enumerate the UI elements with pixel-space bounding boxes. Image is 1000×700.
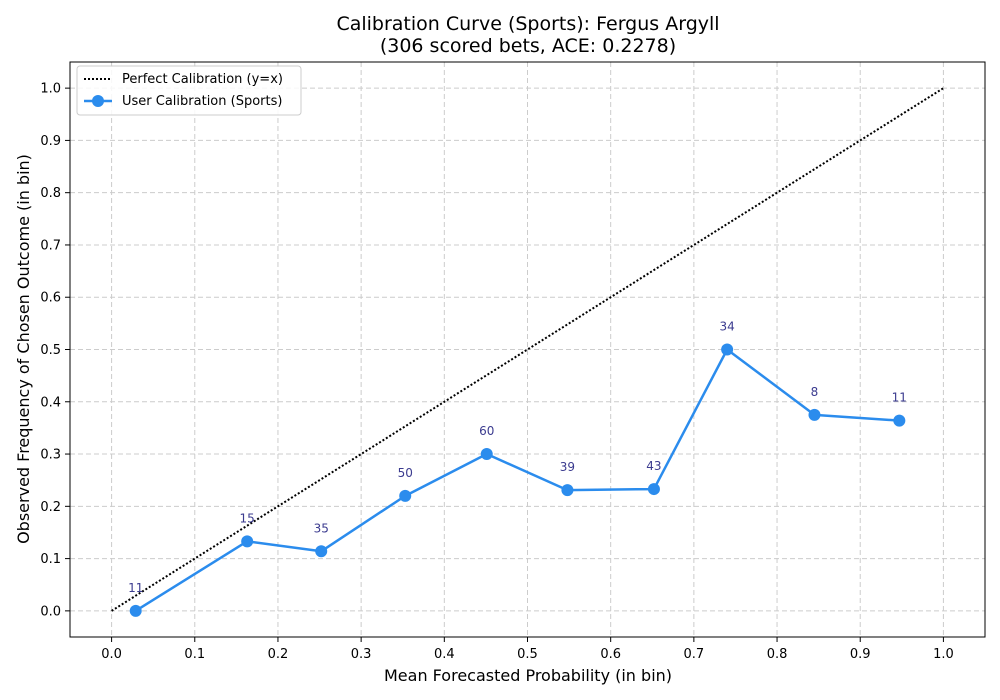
x-tick-label: 0.4 bbox=[434, 647, 455, 662]
y-tick-label: 0.8 bbox=[40, 186, 61, 201]
x-tick-label: 0.2 bbox=[268, 647, 289, 662]
bin-count-label: 15 bbox=[240, 511, 255, 525]
legend-box bbox=[76, 65, 302, 116]
calibration-point bbox=[561, 484, 574, 497]
y-tick-label: 0.1 bbox=[40, 552, 61, 567]
y-axis-label: Observed Frequency of Chosen Outcome (in… bbox=[14, 154, 33, 544]
x-tick-label: 0.1 bbox=[184, 647, 205, 662]
x-tick-label: 0.6 bbox=[600, 647, 621, 662]
chart-subtitle: (306 scored bets, ACE: 0.2278) bbox=[380, 35, 676, 57]
x-tick-label: 0.0 bbox=[101, 647, 122, 662]
calibration-point bbox=[893, 414, 906, 427]
axis-ticks: 0.0 0.1 0.2 0.3 0.4 0.5 0.6 0.7 0.8 0.9 1.0 0.0 0.1 0… bbox=[40, 82, 953, 662]
legend-perfect-label: Perfect Calibration (y=x) bbox=[122, 72, 283, 87]
y-tick-label: 0.4 bbox=[40, 395, 61, 410]
calibration-point bbox=[241, 535, 254, 548]
y-tick-label: 0.2 bbox=[40, 500, 61, 515]
x-axis-label: Mean Forecasted Probability (in bin) bbox=[384, 666, 672, 685]
calibration-point bbox=[721, 343, 734, 356]
y-tick-label: 0.7 bbox=[40, 238, 61, 253]
x-tick-label: 0.8 bbox=[767, 647, 788, 662]
legend-user-label: User Calibration (Sports) bbox=[122, 94, 282, 109]
calibration-point bbox=[399, 489, 412, 502]
calibration-point bbox=[647, 483, 660, 496]
calibration-point bbox=[129, 604, 142, 617]
calibration-point bbox=[808, 408, 821, 421]
bin-count-label: 60 bbox=[479, 424, 494, 438]
bin-count-label: 11 bbox=[892, 391, 907, 405]
y-tick-label: 0.9 bbox=[40, 134, 61, 149]
bin-count-label: 11 bbox=[128, 581, 143, 595]
bin-count-label: 50 bbox=[398, 466, 413, 480]
x-tick-label: 0.9 bbox=[850, 647, 871, 662]
y-tick-label: 0.3 bbox=[40, 448, 61, 463]
count-labels: 11 15 35 50 60 39 43 34 8 11 bbox=[128, 320, 907, 595]
x-tick-label: 1.0 bbox=[933, 647, 954, 662]
bin-count-label: 35 bbox=[314, 521, 329, 535]
y-tick-label: 1.0 bbox=[40, 82, 61, 97]
y-tick-label: 0.6 bbox=[40, 291, 61, 306]
bin-count-label: 39 bbox=[560, 460, 575, 474]
bin-count-label: 8 bbox=[811, 385, 819, 399]
x-tick-label: 0.5 bbox=[517, 647, 538, 662]
bin-count-label: 34 bbox=[719, 320, 734, 334]
series bbox=[111, 87, 944, 617]
calibration-point bbox=[315, 545, 328, 558]
legend: Perfect Calibration (y=x) User Calibrati… bbox=[76, 65, 302, 116]
bin-count-label: 43 bbox=[646, 459, 661, 473]
legend-user-marker bbox=[92, 95, 104, 107]
y-tick-label: 0.0 bbox=[40, 604, 61, 619]
y-tick-label: 0.5 bbox=[40, 343, 61, 358]
x-tick-label: 0.7 bbox=[684, 647, 705, 662]
calibration-point bbox=[480, 448, 493, 461]
user-calibration-line bbox=[135, 348, 900, 612]
x-tick-label: 0.3 bbox=[351, 647, 372, 662]
chart-title: Calibration Curve (Sports): Fergus Argyl… bbox=[336, 13, 719, 35]
